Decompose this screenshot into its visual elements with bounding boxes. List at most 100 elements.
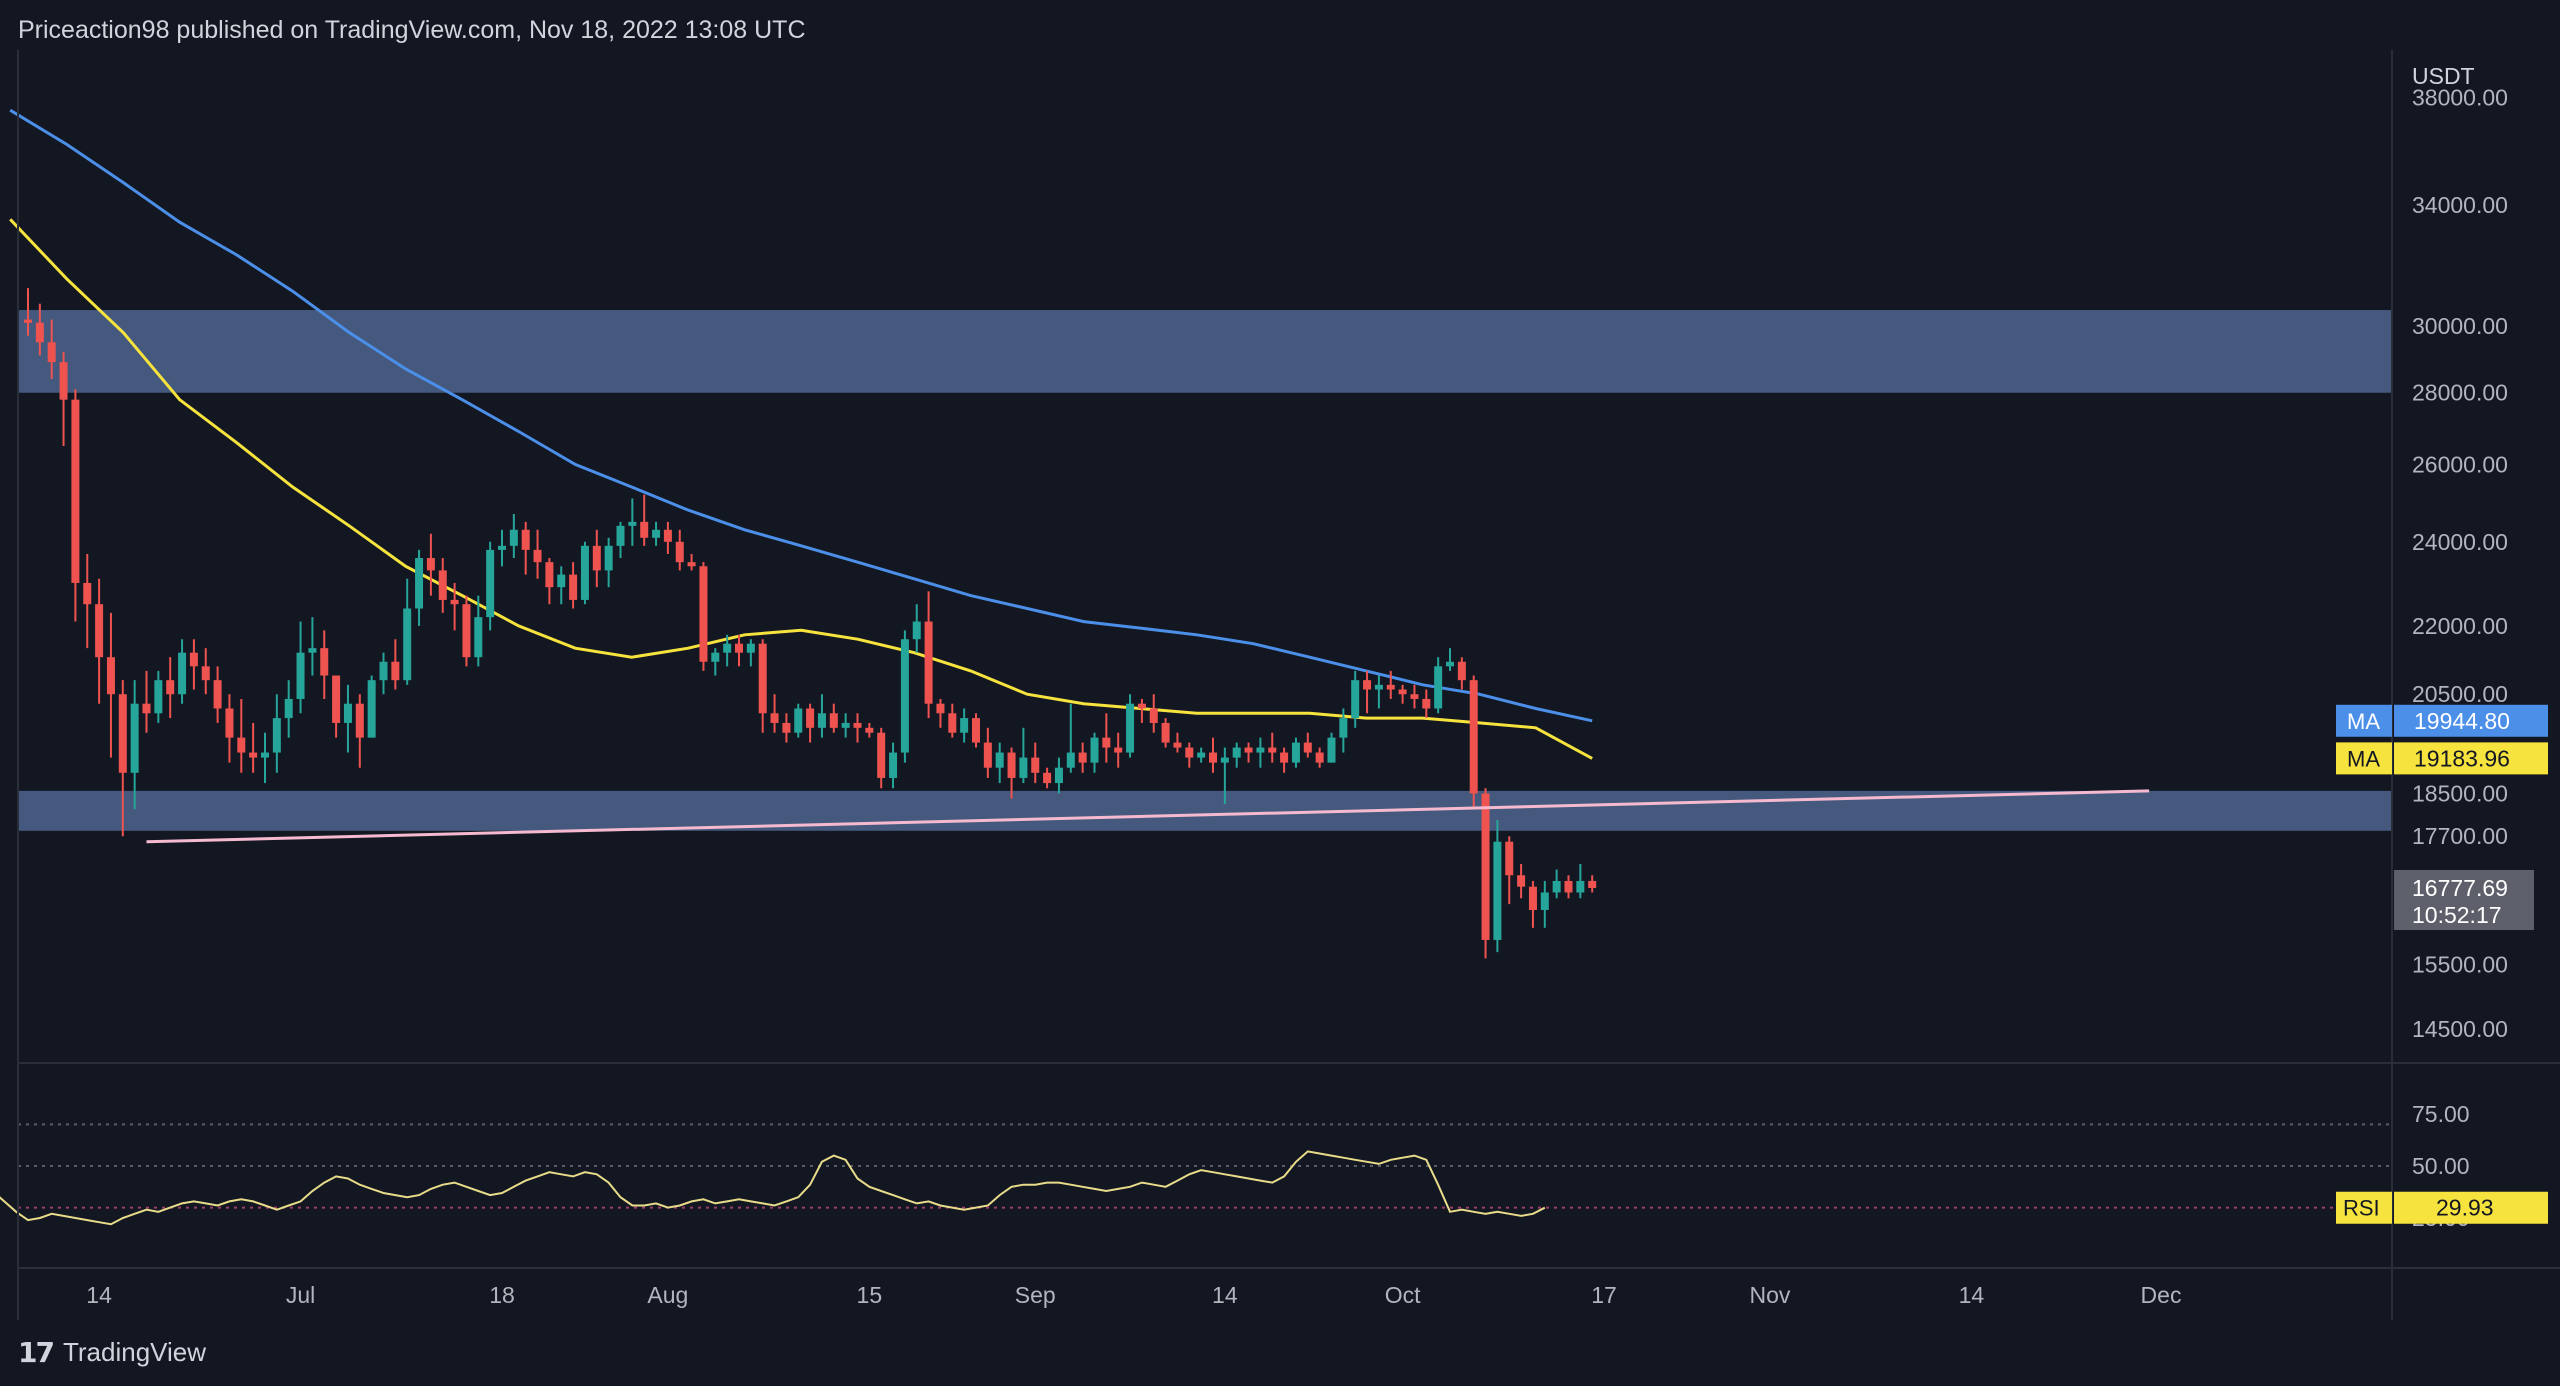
y-tick-label: 38000.00 <box>2412 84 2508 110</box>
candle-body <box>1564 880 1573 893</box>
candle <box>1291 737 1300 768</box>
current-price-label: 16777.69 <box>2412 875 2508 901</box>
candle <box>1137 698 1146 723</box>
candle-body <box>166 680 175 695</box>
candle <box>1528 880 1537 928</box>
candle <box>249 722 258 773</box>
candle <box>83 553 92 649</box>
candle <box>1434 657 1443 714</box>
candle-body <box>1457 661 1466 681</box>
candle-body <box>1493 841 1502 940</box>
candle <box>889 742 898 789</box>
candle <box>118 680 127 837</box>
candle <box>675 529 684 571</box>
candle-body <box>1244 747 1253 753</box>
candle <box>71 389 80 622</box>
candle-body <box>1137 703 1146 709</box>
candle-body <box>877 732 886 778</box>
y-tick-label: 22000.00 <box>2412 613 2508 639</box>
candle-body <box>569 574 578 600</box>
current-price-box <box>2394 869 2534 930</box>
candle-body <box>59 362 68 400</box>
candle-body <box>652 529 661 538</box>
candle <box>391 639 400 690</box>
candle-body <box>1588 880 1597 888</box>
candle-body <box>438 570 447 600</box>
candle-body <box>948 713 957 733</box>
candle <box>829 703 838 733</box>
ma-value-tag-1: MA 19944.80 <box>2336 704 2548 737</box>
candle-body <box>616 525 625 546</box>
candle <box>758 639 767 733</box>
candle-body <box>960 718 969 733</box>
candle <box>995 742 1004 784</box>
candle <box>426 533 435 596</box>
candle <box>379 652 388 695</box>
candle <box>284 680 293 738</box>
x-tick-label: 15 <box>857 1282 883 1308</box>
candle <box>462 595 471 667</box>
candle <box>1256 737 1265 768</box>
candle <box>1043 767 1052 789</box>
candle <box>1209 737 1217 773</box>
candle-body <box>1209 752 1217 763</box>
candle <box>1576 863 1585 899</box>
candle <box>723 634 732 667</box>
candle <box>1446 648 1454 671</box>
candle-body <box>24 319 32 323</box>
rsi-name-label: RSI <box>2343 1196 2380 1221</box>
candle <box>225 694 234 763</box>
candle <box>142 670 151 733</box>
candle-body <box>178 652 187 695</box>
tradingview-logo[interactable]: 17 TradingView <box>18 1336 206 1369</box>
y-tick-label: 30000.00 <box>2412 313 2508 339</box>
candle-body <box>426 558 435 571</box>
publisher-header: Priceaction98 published on TradingView.c… <box>18 16 806 44</box>
candle-body <box>367 680 376 738</box>
candle <box>1232 742 1241 768</box>
candle-body <box>972 718 980 743</box>
candle-body <box>403 608 412 681</box>
candle-body <box>1078 752 1087 763</box>
candle-body <box>1528 886 1537 910</box>
candle <box>936 698 945 728</box>
candle-body <box>1268 747 1277 753</box>
ma-line-1 <box>9 108 1593 723</box>
candle <box>877 727 886 789</box>
candle-body <box>1232 747 1241 758</box>
y-tick-label: 14500.00 <box>2412 1016 2508 1042</box>
candle-body <box>1114 747 1123 753</box>
candle-body <box>272 718 281 753</box>
ma-value-box <box>2394 704 2548 737</box>
candle <box>1007 747 1016 799</box>
candle-body <box>936 703 945 714</box>
candle <box>770 694 779 733</box>
x-tick-label: 14 <box>86 1282 112 1308</box>
candle-body <box>1102 737 1111 748</box>
candle <box>580 541 589 605</box>
trendline-layer <box>146 789 2150 844</box>
candle <box>1244 742 1253 763</box>
candle <box>1114 732 1123 768</box>
candle-body <box>213 680 222 709</box>
candle-body <box>1481 793 1490 940</box>
candle <box>640 494 649 546</box>
candle <box>1149 694 1158 733</box>
x-tick-label: Nov <box>1749 1282 1790 1308</box>
candle-body <box>1351 680 1360 719</box>
candle-body <box>640 521 649 538</box>
candle-body <box>296 652 305 699</box>
candle <box>367 675 376 738</box>
candle <box>1517 863 1526 899</box>
rsi-line <box>0 1150 1546 1226</box>
price-zone-2 <box>18 790 2392 831</box>
candle-body <box>841 722 850 728</box>
candle-body <box>533 549 542 563</box>
ma-value-tag-2: MA 19183.96 <box>2336 742 2548 775</box>
candle-body <box>450 599 459 605</box>
candle <box>130 680 139 810</box>
candle <box>1398 684 1407 704</box>
candle-body <box>1197 752 1206 758</box>
candle <box>1197 747 1206 763</box>
